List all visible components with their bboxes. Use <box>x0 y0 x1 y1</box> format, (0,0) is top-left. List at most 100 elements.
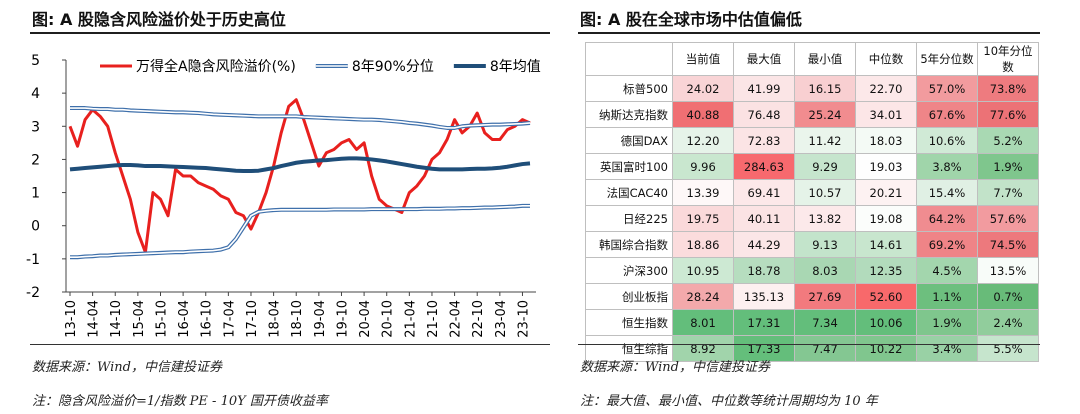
x-tick-label: 19-04 <box>313 300 328 338</box>
value-cell: 19.75 <box>672 205 734 232</box>
x-tick-label: 19-10 <box>335 300 350 338</box>
value-cell: 12.20 <box>672 127 734 154</box>
value-cell: 67.6% <box>916 101 978 128</box>
table-title: 图: A 股在全球市场中估值偏低 <box>580 10 802 29</box>
table-row: 恒生指数 8.01 17.31 7.34 10.06 1.9% 2.4% <box>585 309 1039 336</box>
value-cell: 135.13 <box>733 283 795 310</box>
value-cell: 9.29 <box>794 153 856 180</box>
x-tick-label: 21-04 <box>403 300 418 338</box>
rule <box>578 344 1040 345</box>
value-cell: 24.02 <box>672 75 734 102</box>
legend-label: 8年均值 <box>490 59 541 75</box>
value-cell: 17.33 <box>733 335 795 362</box>
rule <box>30 32 550 34</box>
series-line-inner <box>70 107 531 129</box>
value-cell: 10.06 <box>855 309 917 336</box>
value-cell: 69.41 <box>733 179 795 206</box>
value-cell: 10.6% <box>916 127 978 154</box>
table-row: 法国CAC40 13.39 69.41 10.57 20.21 15.4% 7.7% <box>585 179 1039 206</box>
header-cell: 10年分位数 <box>977 42 1039 76</box>
valuation-table: 当前值 最大值 最小值 中位数 5年分位数 10年分位数 标普500 24.02 41.99 16… <box>585 42 1039 362</box>
value-cell: 10.22 <box>855 335 917 362</box>
table-row: 恒生综指 8.92 17.33 7.47 10.22 3.4% 5.5% <box>585 335 1039 362</box>
value-cell: 2.4% <box>977 309 1039 336</box>
y-tick-label: 4 <box>31 86 40 102</box>
value-cell: 18.86 <box>672 231 734 258</box>
value-cell: 13.82 <box>794 205 856 232</box>
x-tick-label: 23-04 <box>494 300 509 338</box>
row-label: 恒生综指 <box>585 335 673 362</box>
table-row: 纳斯达克指数 40.88 76.48 25.24 34.01 67.6% 77.6% <box>585 101 1039 128</box>
value-cell: 14.61 <box>855 231 917 258</box>
value-cell: 73.8% <box>977 75 1039 102</box>
x-tick-label: 15-10 <box>154 300 169 338</box>
value-cell: 7.7% <box>977 179 1039 206</box>
value-cell: 9.96 <box>672 153 734 180</box>
row-label: 沪深300 <box>585 257 673 284</box>
value-cell: 40.11 <box>733 205 795 232</box>
value-cell: 22.70 <box>855 75 917 102</box>
value-cell: 0.7% <box>977 283 1039 310</box>
header-cell <box>585 42 673 76</box>
value-cell: 12.35 <box>855 257 917 284</box>
value-cell: 19.03 <box>855 153 917 180</box>
y-tick-label: -1 <box>26 252 40 268</box>
x-tick-label: 20-04 <box>358 300 373 338</box>
rule <box>30 344 550 345</box>
table-row: 韩国综合指数 18.86 44.29 9.13 14.61 69.2% 74.5% <box>585 231 1039 258</box>
value-cell: 19.08 <box>855 205 917 232</box>
value-cell: 40.88 <box>672 101 734 128</box>
x-tick-label: 13-10 <box>64 300 79 338</box>
header-cell: 当前值 <box>672 42 734 76</box>
value-cell: 17.31 <box>733 309 795 336</box>
value-cell: 57.0% <box>916 75 978 102</box>
header-cell: 最大值 <box>733 42 795 76</box>
value-cell: 74.5% <box>977 231 1039 258</box>
row-label: 日经225 <box>585 205 673 232</box>
x-tick-label: 14-10 <box>109 300 124 338</box>
x-tick-label: 17-04 <box>222 300 237 338</box>
table-row: 创业板指 28.24 135.13 27.69 52.60 1.1% 0.7% <box>585 283 1039 310</box>
row-label: 德国DAX <box>585 127 673 154</box>
row-label: 创业板指 <box>585 283 673 310</box>
y-tick-label: 0 <box>31 219 40 235</box>
value-cell: 28.24 <box>672 283 734 310</box>
legend-label: 8年90%分位 <box>352 59 434 75</box>
header-cell: 中位数 <box>855 42 917 76</box>
row-label: 英国富时100 <box>585 153 673 180</box>
value-cell: 1.9% <box>916 309 978 336</box>
y-tick-label: 1 <box>31 186 40 202</box>
value-cell: 15.4% <box>916 179 978 206</box>
header-cell: 5年分位数 <box>916 42 978 76</box>
value-cell: 16.15 <box>794 75 856 102</box>
x-tick-label: 23-10 <box>516 300 531 338</box>
source-note: 数据来源：Wind，中信建投证券 <box>32 360 222 375</box>
table-row: 沪深300 10.95 18.78 8.03 12.35 4.5% 13.5% <box>585 257 1039 284</box>
value-cell: 5.5% <box>977 335 1039 362</box>
chart-title: 图: A 股隐含风险溢价处于历史高位 <box>32 10 286 29</box>
x-tick-label: 21-10 <box>426 300 441 338</box>
value-cell: 72.83 <box>733 127 795 154</box>
series-line-inner <box>70 205 530 258</box>
x-tick-label: 18-04 <box>268 300 283 338</box>
value-cell: 11.42 <box>794 127 856 154</box>
value-cell: 10.95 <box>672 257 734 284</box>
y-tick-label: 5 <box>31 53 40 69</box>
value-cell: 44.29 <box>733 231 795 258</box>
source-note: 数据来源：Wind，中信建投证券 <box>580 360 770 375</box>
value-cell: 25.24 <box>794 101 856 128</box>
x-tick-label: 16-10 <box>200 300 215 338</box>
value-cell: 7.34 <box>794 309 856 336</box>
value-cell: 27.69 <box>794 283 856 310</box>
value-cell: 41.99 <box>733 75 795 102</box>
row-label: 法国CAC40 <box>585 179 673 206</box>
value-cell: 5.2% <box>977 127 1039 154</box>
footnote: 注：最大值、最小值、中位数等统计周期均为 10 年 <box>580 394 878 409</box>
row-label: 标普500 <box>585 75 673 102</box>
table-row: 德国DAX 12.20 72.83 11.42 18.03 10.6% 5.2% <box>585 127 1039 154</box>
value-cell: 8.03 <box>794 257 856 284</box>
y-tick-label: 2 <box>31 152 40 168</box>
value-cell: 57.6% <box>977 205 1039 232</box>
value-cell: 9.13 <box>794 231 856 258</box>
x-tick-label: 18-10 <box>290 300 305 338</box>
